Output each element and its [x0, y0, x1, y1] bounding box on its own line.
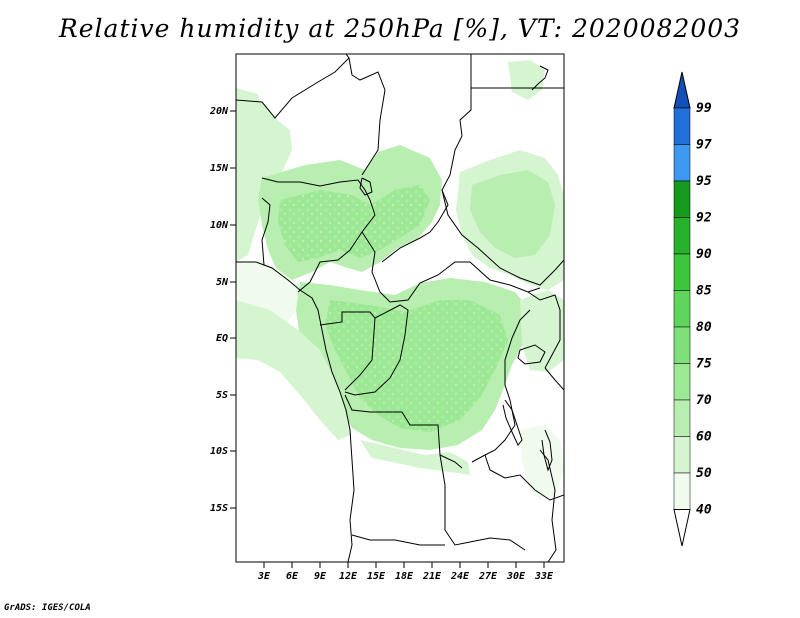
border-east-africa — [527, 291, 561, 369]
rh-region-northeast-core — [470, 170, 555, 258]
lon-label: 15E — [367, 571, 386, 582]
colorbar-swatch-95-97 — [673, 144, 691, 182]
lon-label: 21E — [422, 571, 442, 582]
colorbar-swatch-90-92 — [673, 217, 691, 255]
colorbar-swatch-50-60 — [673, 436, 691, 474]
border-benin — [261, 197, 271, 266]
lon-label: 27E — [478, 571, 498, 582]
colorbar-label: 85 — [696, 284, 712, 299]
colorbar-label: 92 — [696, 211, 712, 226]
lon-label: 9E — [314, 571, 327, 582]
lat-label: 10S — [210, 446, 228, 457]
humidity-field — [236, 60, 564, 500]
colorbar-label: 99 — [696, 101, 712, 116]
lat-label: 10N — [210, 220, 229, 231]
lon-label: 3E — [257, 571, 271, 582]
colorbar-top-arrow — [673, 71, 691, 109]
colorbar-label: 60 — [696, 430, 712, 445]
lat-axis: 20N 15N 10N 5N EQ 5S 10S 15S — [209, 106, 236, 514]
colorbar-swatch-97-99 — [673, 107, 691, 145]
colorbar-swatch-80-85 — [673, 290, 691, 328]
colorbar-swatch-60-70 — [673, 399, 691, 437]
rh-region-congo-speck — [325, 300, 508, 432]
grads-credit: GrADS: IGES/COLA — [4, 603, 91, 613]
lat-label: 5N — [216, 277, 229, 288]
rh-region-southeast — [520, 425, 564, 500]
map-frame — [235, 53, 565, 563]
lat-label: 15N — [210, 163, 229, 174]
colorbar-label: 70 — [696, 393, 712, 408]
lon-axis: 3E 6E 9E 12E 15E 18E 21E 24E 27E 30E 33E — [257, 562, 554, 582]
colorbar-label: 90 — [696, 247, 712, 262]
colorbar-swatch-40-50 — [673, 472, 691, 510]
lon-label: 33E — [534, 571, 554, 582]
rh-patch-west-tip — [236, 88, 262, 118]
colorbar-label: 50 — [696, 466, 712, 481]
border-chad-sudan — [381, 135, 463, 263]
lat-label: 5S — [216, 390, 228, 401]
border-gabon — [319, 311, 376, 391]
rh-region-gulf — [236, 300, 350, 440]
border-drc-east — [471, 309, 531, 463]
border-cameroon-car — [361, 231, 541, 303]
border-zambia-south — [484, 454, 564, 501]
border-kenya-tz — [544, 367, 564, 391]
country-borders — [236, 54, 564, 562]
border-mozambique — [539, 449, 557, 562]
colorbar-label: 95 — [696, 174, 712, 189]
rh-region-central-north-speck — [278, 185, 430, 262]
colorbar-label: 75 — [696, 357, 712, 372]
colorbar-bottom-arrow — [673, 509, 691, 547]
lat-label: 20N — [209, 106, 229, 117]
colorbar-swatch-92-95 — [673, 180, 691, 218]
border-congo-drc — [344, 304, 409, 396]
colorbar: 99 97 95 92 90 85 80 75 70 60 50 40 — [673, 71, 712, 547]
lat-label: 15S — [210, 503, 228, 514]
border-algeria-niger — [236, 54, 350, 119]
lake-malawi — [541, 429, 553, 472]
colorbar-label: 80 — [696, 320, 712, 335]
border-niger-nigeria — [261, 177, 371, 201]
rh-region-east-lakes — [520, 290, 564, 372]
lake-victoria — [517, 344, 546, 365]
border-libya-egypt — [459, 54, 472, 137]
colorbar-swatch-70-75 — [673, 363, 691, 401]
colorbar-swatch-85-90 — [673, 253, 691, 291]
lon-label: 12E — [339, 571, 358, 582]
border-angola-namibia — [351, 534, 445, 546]
lake-tanganyika — [502, 399, 523, 446]
border-niger-libya — [348, 57, 386, 176]
colorbar-label: 97 — [696, 138, 712, 153]
coastline-west — [236, 261, 355, 562]
lake-chad — [359, 177, 373, 196]
lon-label: 24E — [450, 571, 470, 582]
lon-label: 30E — [506, 571, 526, 582]
border-nigeria-cameroon — [297, 199, 376, 293]
rh-region-south — [360, 440, 470, 475]
border-sudan-south — [441, 189, 564, 286]
map-title: Relative humidity at 250hPa [%], VT: 202… — [58, 14, 742, 43]
colorbar-swatch-75-80 — [673, 326, 691, 364]
lat-label: EQ — [216, 333, 228, 344]
border-angola-zambia — [439, 454, 526, 551]
rh-patch-libya — [508, 60, 545, 100]
coastline-northeast — [531, 65, 549, 91]
lon-label: 18E — [395, 571, 414, 582]
colorbar-label: 40 — [696, 503, 712, 518]
border-drc-angola — [344, 394, 463, 469]
lon-label: 6E — [286, 571, 299, 582]
